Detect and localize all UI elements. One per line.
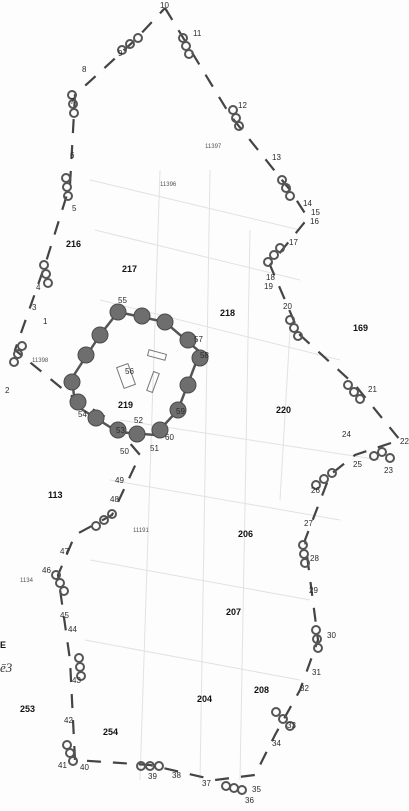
handwritten-note: ē3 <box>0 660 13 675</box>
vertex-label: 22 <box>400 437 409 446</box>
vertex-label: 43 <box>72 676 81 685</box>
parcel-number: 206 <box>238 529 253 539</box>
parcel-number: 204 <box>197 694 212 704</box>
margin-letter: E <box>0 640 6 650</box>
feature-label: 11397 <box>205 144 222 150</box>
vertex-label: 3 <box>32 303 37 312</box>
feature-labels: 11397 11396 11398 11191 1134 <box>20 144 222 584</box>
vertex-label: 12 <box>238 101 247 110</box>
parcel-number: 218 <box>220 308 235 318</box>
vertex-label: 44 <box>68 625 77 634</box>
inner-vertex-label: 56 <box>125 367 134 376</box>
vertex-label: 41 <box>58 761 67 770</box>
vertex-label: 16 <box>310 217 319 226</box>
parcel-labels: 216 217 218 169 220 219 113 206 207 204 … <box>20 239 368 737</box>
parcel-number: 216 <box>66 239 81 249</box>
vertex-label: 20 <box>283 302 292 311</box>
inner-boundary <box>63 303 209 443</box>
vertex-labels: 10 11 12 13 14 15 16 17 18 19 20 21 22 2… <box>5 1 409 805</box>
vertex-label: 5 <box>72 204 77 213</box>
vertex-label: 10 <box>160 1 169 10</box>
feature-label: 11396 <box>160 182 177 188</box>
parcel-number: 219 <box>118 400 133 410</box>
parcel-number: 208 <box>254 685 269 695</box>
vertex-label: 33 <box>287 721 296 730</box>
inner-vertex-label: 52 <box>134 416 143 425</box>
vertex-label: 6 <box>70 151 75 160</box>
inner-vertex-label: 60 <box>165 433 174 442</box>
vertex-label: 29 <box>309 586 318 595</box>
inner-vertex-label: 51 <box>150 444 159 453</box>
feature-label: 11191 <box>133 528 149 534</box>
parcel-number: 207 <box>226 607 241 617</box>
vertex-label: 9 <box>118 49 123 58</box>
inner-vertex-label: 59 <box>176 407 185 416</box>
vertex-label: 28 <box>310 554 319 563</box>
vertex-label: 25 <box>353 460 362 469</box>
vertex-label: 13 <box>272 153 281 162</box>
vertex-label: 40 <box>80 763 89 772</box>
parcel-number: 254 <box>103 727 118 737</box>
vertex-label: 8 <box>82 65 87 74</box>
vertex-label: 39 <box>148 772 157 781</box>
vertex-label: 45 <box>60 611 69 620</box>
inner-vertex-label: 57 <box>194 335 203 344</box>
vertex-label: 26 <box>311 486 320 495</box>
inner-vertex-label: 50 <box>120 447 129 456</box>
vertex-label: 47 <box>60 547 69 556</box>
vertex-label: 11 <box>193 29 202 38</box>
vertex-label: 42 <box>64 716 73 725</box>
vertex-label: 27 <box>304 519 313 528</box>
vertex-label: 18 <box>266 273 275 282</box>
vertex-label: 32 <box>300 684 309 693</box>
vertex-label: 7 <box>70 97 75 106</box>
vertex-label: 24 <box>342 430 351 439</box>
vertex-label: 38 <box>172 771 181 780</box>
vertex-label: 23 <box>384 466 393 475</box>
vertex-label: 21 <box>368 385 377 394</box>
vertex-label: 37 <box>202 779 211 788</box>
inner-vertex-label: 55 <box>118 296 127 305</box>
inner-vertex-label: 54 <box>78 410 87 419</box>
vertex-label: 49 <box>115 476 124 485</box>
vertex-label: 35 <box>252 785 261 794</box>
vertex-label: 14 <box>303 199 312 208</box>
vertex-label: 2 <box>5 386 10 395</box>
parcel-number: 113 <box>48 490 63 500</box>
margin-notes: E ē3 <box>0 640 13 675</box>
inner-vertex-label: 53 <box>116 426 125 435</box>
feature-label: 11398 <box>32 358 49 364</box>
parcel-number: 217 <box>122 264 137 274</box>
inner-vertex-labels: 55 57 58 52 53 51 50 54 60 59 56 <box>78 296 209 456</box>
feature-label: 1134 <box>20 578 34 584</box>
vertex-label: 1 <box>43 317 48 326</box>
boundary-markers <box>9 33 395 795</box>
vertex-label: 15 <box>311 208 320 217</box>
parcel-number: 253 <box>20 704 35 714</box>
vertex-label: 34 <box>272 739 281 748</box>
vertex-label: 4 <box>36 283 41 292</box>
vertex-label: 36 <box>245 796 254 805</box>
vertex-label: 30 <box>327 631 336 640</box>
vertex-label: 17 <box>289 238 298 247</box>
parcel-number: 220 <box>276 405 291 415</box>
inner-vertex-label: 58 <box>200 351 209 360</box>
vertex-label: 48 <box>110 495 119 504</box>
vertex-label: 46 <box>42 566 51 575</box>
vertex-label: 19 <box>264 282 273 291</box>
parcel-number: 169 <box>353 323 368 333</box>
vertex-label: 31 <box>312 668 321 677</box>
